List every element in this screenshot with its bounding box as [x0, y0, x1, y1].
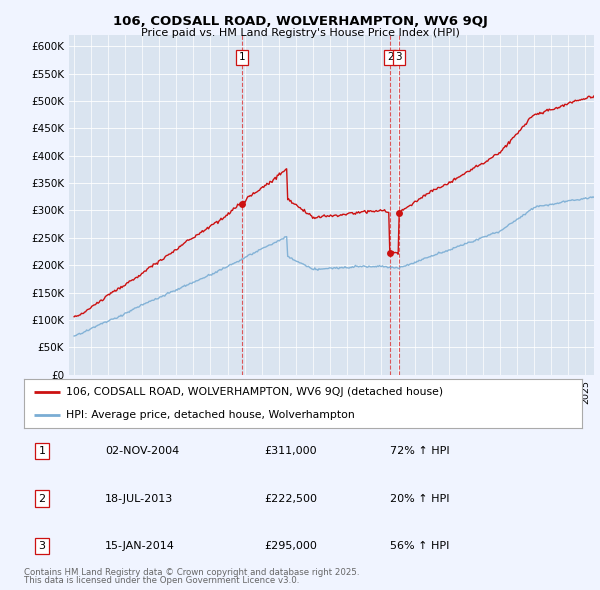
- Text: £311,000: £311,000: [264, 447, 317, 456]
- Text: 18-JUL-2013: 18-JUL-2013: [105, 494, 173, 503]
- Text: 20% ↑ HPI: 20% ↑ HPI: [390, 494, 449, 503]
- Text: 1: 1: [38, 447, 46, 456]
- Text: 72% ↑ HPI: 72% ↑ HPI: [390, 447, 449, 456]
- Text: 56% ↑ HPI: 56% ↑ HPI: [390, 541, 449, 550]
- Text: 2: 2: [38, 494, 46, 503]
- Text: HPI: Average price, detached house, Wolverhampton: HPI: Average price, detached house, Wolv…: [66, 409, 355, 419]
- Text: 1: 1: [239, 53, 245, 63]
- Text: 02-NOV-2004: 02-NOV-2004: [105, 447, 179, 456]
- Text: 106, CODSALL ROAD, WOLVERHAMPTON, WV6 9QJ: 106, CODSALL ROAD, WOLVERHAMPTON, WV6 9Q…: [113, 15, 487, 28]
- Text: £295,000: £295,000: [264, 541, 317, 550]
- Text: 15-JAN-2014: 15-JAN-2014: [105, 541, 175, 550]
- Text: 106, CODSALL ROAD, WOLVERHAMPTON, WV6 9QJ (detached house): 106, CODSALL ROAD, WOLVERHAMPTON, WV6 9Q…: [66, 388, 443, 398]
- Text: Price paid vs. HM Land Registry's House Price Index (HPI): Price paid vs. HM Land Registry's House …: [140, 28, 460, 38]
- Text: £222,500: £222,500: [264, 494, 317, 503]
- Text: This data is licensed under the Open Government Licence v3.0.: This data is licensed under the Open Gov…: [24, 576, 299, 585]
- Text: 3: 3: [395, 53, 402, 63]
- Text: Contains HM Land Registry data © Crown copyright and database right 2025.: Contains HM Land Registry data © Crown c…: [24, 568, 359, 577]
- Text: 2: 2: [387, 53, 394, 63]
- Text: 3: 3: [38, 541, 46, 550]
